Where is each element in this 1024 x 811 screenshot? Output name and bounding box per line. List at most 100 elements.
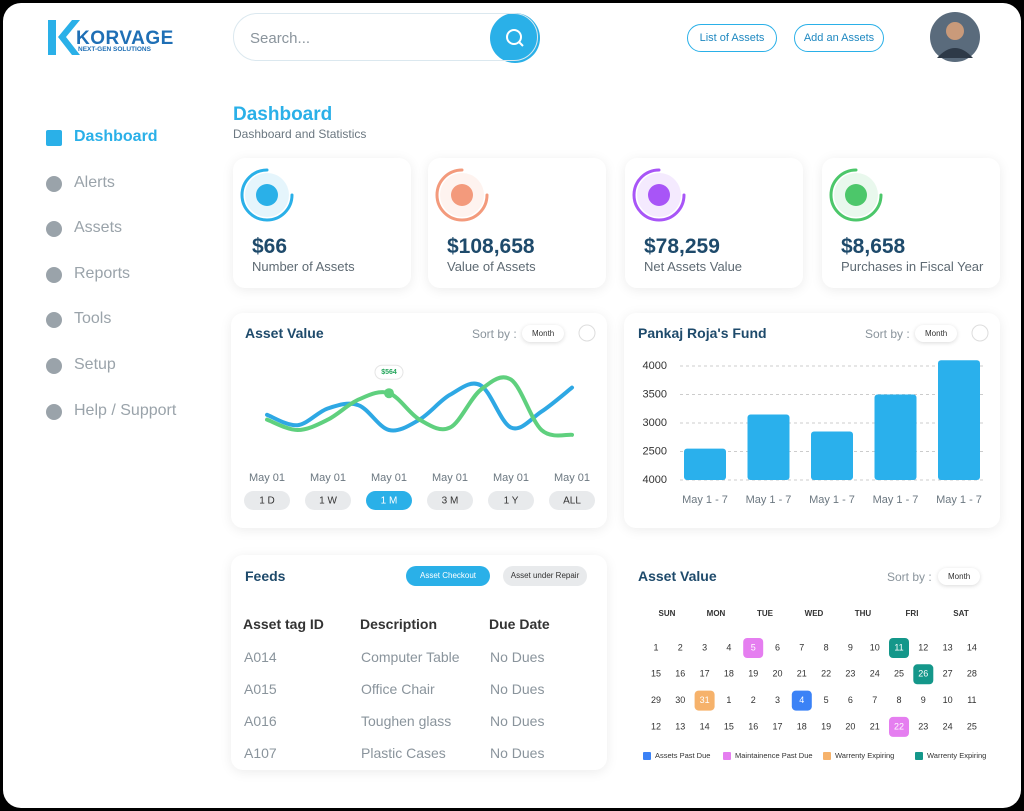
bar xyxy=(811,431,853,480)
legend-label: Warrenty Expiring xyxy=(927,751,986,760)
day[interactable]: 25 xyxy=(967,721,977,731)
x-tick-label: May 1 - 7 xyxy=(746,494,792,506)
day[interactable]: 19 xyxy=(748,669,758,679)
day[interactable]: 6 xyxy=(848,695,853,705)
day[interactable]: 13 xyxy=(675,721,685,731)
range-button[interactable] xyxy=(244,491,290,510)
range-button[interactable] xyxy=(488,491,534,510)
day[interactable]: 29 xyxy=(651,695,661,705)
day[interactable]: 10 xyxy=(870,642,880,652)
search-box[interactable] xyxy=(233,13,538,61)
range-button[interactable] xyxy=(305,491,351,510)
nav-item[interactable]: Setup xyxy=(74,356,116,373)
range-button[interactable] xyxy=(427,491,473,510)
y-tick-label: 2500 xyxy=(643,445,667,457)
day[interactable]: 16 xyxy=(748,721,758,731)
day[interactable]: 22 xyxy=(894,721,904,731)
y-tick-label: 3000 xyxy=(643,417,667,429)
legend-label: Maintainence Past Due xyxy=(735,751,813,760)
day[interactable]: 5 xyxy=(824,695,829,705)
day[interactable]: 14 xyxy=(700,721,710,731)
day[interactable]: 8 xyxy=(824,642,829,652)
header-button[interactable]: Add an Assets xyxy=(794,24,884,52)
panel-title: Pankaj Roja's Fund xyxy=(638,325,767,341)
day[interactable]: 7 xyxy=(799,642,804,652)
tooltip-text: $564 xyxy=(381,369,397,376)
day[interactable]: 1 xyxy=(653,642,658,652)
day[interactable]: 9 xyxy=(921,695,926,705)
card-icon-ring xyxy=(829,168,883,222)
day[interactable]: 16 xyxy=(675,669,685,679)
day[interactable]: 20 xyxy=(772,669,782,679)
day[interactable]: 4 xyxy=(726,642,731,652)
day[interactable]: 30 xyxy=(675,695,685,705)
day[interactable]: 22 xyxy=(821,669,831,679)
day[interactable]: 26 xyxy=(918,669,928,679)
day[interactable]: 10 xyxy=(943,695,953,705)
day-highlight xyxy=(889,716,909,737)
day[interactable]: 3 xyxy=(702,642,707,652)
nav-item[interactable]: Dashboard xyxy=(74,128,158,145)
day[interactable]: 18 xyxy=(724,669,734,679)
range-button[interactable] xyxy=(549,491,595,510)
header-button[interactable]: List of Assets xyxy=(687,24,777,52)
nav-item[interactable]: Help / Support xyxy=(74,402,177,419)
day[interactable]: 8 xyxy=(896,695,901,705)
range-label: 1 Y xyxy=(504,496,519,507)
highlight-point xyxy=(384,388,394,399)
nav-item[interactable]: Assets xyxy=(74,219,123,236)
range-button[interactable] xyxy=(366,491,412,510)
day[interactable]: 9 xyxy=(848,642,853,652)
day[interactable]: 11 xyxy=(967,695,976,705)
sort-dropdown[interactable]: Month xyxy=(938,568,980,585)
x-tick-label: May 01 xyxy=(432,472,468,484)
day[interactable]: 15 xyxy=(651,669,661,679)
day[interactable]: 3 xyxy=(775,695,780,705)
day[interactable]: 21 xyxy=(870,721,880,731)
range-label: ALL xyxy=(563,496,581,507)
day[interactable]: 14 xyxy=(967,642,977,652)
panel-title: Feeds xyxy=(245,568,286,584)
day[interactable]: 1 xyxy=(726,695,731,705)
day[interactable]: 21 xyxy=(797,669,807,679)
column-header: Due Date xyxy=(489,616,550,632)
day[interactable]: 12 xyxy=(651,721,661,731)
day[interactable]: 17 xyxy=(772,721,782,731)
day[interactable]: 4 xyxy=(799,695,804,705)
download-button[interactable] xyxy=(578,324,596,342)
bar xyxy=(938,360,980,480)
day[interactable]: 6 xyxy=(775,642,780,652)
legend-swatch xyxy=(823,752,831,760)
day[interactable]: 2 xyxy=(751,695,756,705)
tab-button[interactable]: Asset Checkout xyxy=(406,566,490,586)
day[interactable]: 15 xyxy=(724,721,734,731)
sort-label: Sort by : xyxy=(865,327,910,341)
day[interactable]: 17 xyxy=(700,669,710,679)
day[interactable]: 27 xyxy=(943,669,953,679)
sort-dropdown[interactable]: Month xyxy=(522,325,564,342)
day[interactable]: 5 xyxy=(751,642,756,652)
tab-button[interactable]: Asset under Repair xyxy=(503,566,587,586)
day[interactable]: 11 xyxy=(894,642,903,652)
day[interactable]: 13 xyxy=(943,642,953,652)
day[interactable]: 23 xyxy=(845,669,855,679)
day[interactable]: 20 xyxy=(845,721,855,731)
day[interactable]: 18 xyxy=(797,721,807,731)
day[interactable]: 31 xyxy=(700,695,710,705)
day[interactable]: 25 xyxy=(894,669,904,679)
day[interactable]: 23 xyxy=(918,721,928,731)
day[interactable]: 19 xyxy=(821,721,831,731)
day[interactable]: 24 xyxy=(943,721,953,731)
nav-item[interactable]: Reports xyxy=(74,265,131,282)
nav-item[interactable]: Tools xyxy=(74,310,112,327)
table-cell: Computer Table xyxy=(361,649,460,665)
day[interactable]: 12 xyxy=(918,642,928,652)
sort-dropdown[interactable]: Month xyxy=(915,325,957,342)
day[interactable]: 28 xyxy=(967,669,977,679)
download-button[interactable] xyxy=(971,324,989,342)
range-label: 3 M xyxy=(442,496,459,507)
day[interactable]: 7 xyxy=(872,695,877,705)
day[interactable]: 24 xyxy=(870,669,880,679)
day[interactable]: 2 xyxy=(678,642,683,652)
nav-item[interactable]: Alerts xyxy=(74,174,115,191)
